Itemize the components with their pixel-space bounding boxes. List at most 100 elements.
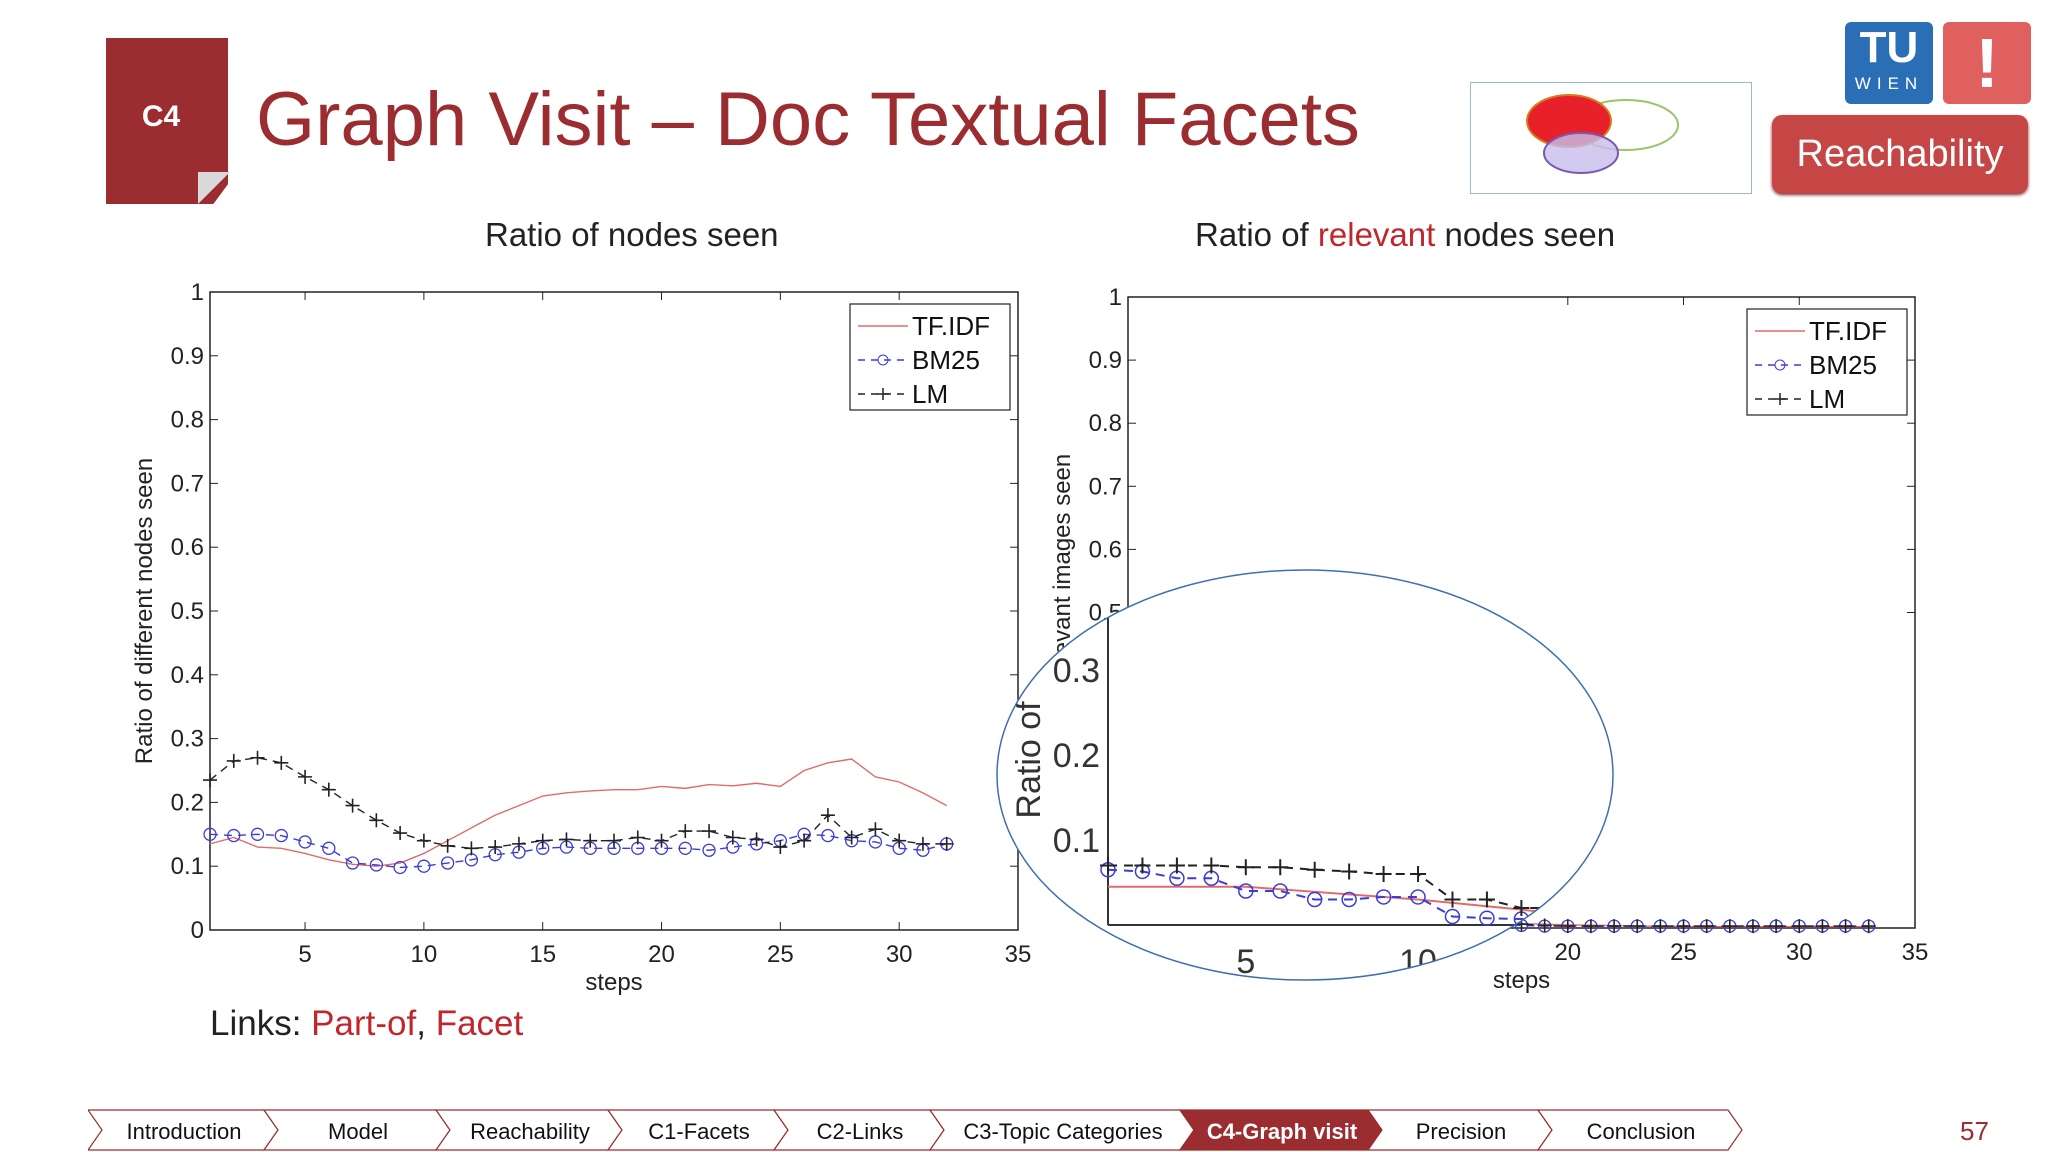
data-point — [1722, 919, 1737, 934]
data-point — [1537, 918, 1552, 933]
section-badge-label: C4 — [141, 100, 181, 133]
zoom-data-point — [1444, 908, 1461, 925]
legend-label: LM — [912, 379, 948, 409]
legend-label: LM — [1809, 384, 1845, 414]
zoom-data-point — [1478, 891, 1495, 908]
zoom-data-point — [1306, 891, 1323, 908]
x-tick-label: 30 — [886, 941, 913, 968]
y-tick-label: 0.7 — [171, 470, 204, 497]
tu-wien-logo: TU WIEN — [1845, 22, 1933, 104]
data-point — [488, 840, 503, 855]
zoom-data-point — [2030, 914, 2046, 930]
zoom-series-line — [1108, 885, 1613, 925]
data-point — [321, 782, 336, 797]
y-tick-label: 0.8 — [1089, 410, 1122, 437]
data-point — [464, 841, 479, 856]
nav-item-c4-graph-visit[interactable]: C4-Graph visit — [1178, 1109, 1383, 1151]
data-point — [1607, 919, 1622, 934]
data-point — [773, 840, 788, 855]
page-number: 57 — [1960, 1116, 1989, 1146]
exclamation-icon: ! — [1943, 22, 2031, 104]
nav-item-label: C2-Links — [817, 1119, 904, 1144]
data-point — [440, 838, 455, 853]
zoom-data-point — [1410, 866, 1427, 882]
data-point — [1815, 919, 1830, 934]
data-point — [298, 769, 313, 784]
zoom-y-tick-label: 0.2 — [1053, 737, 1100, 775]
zoom-y-tick-label: 0.3 — [1053, 652, 1100, 690]
data-point — [393, 826, 408, 841]
nav-item-label: C4-Graph visit — [1207, 1119, 1358, 1144]
zoom-data-point — [1513, 900, 1530, 916]
data-point — [203, 827, 217, 841]
legend-label: BM25 — [1809, 350, 1877, 380]
right-chart-subtitle: Ratio of relevant nodes seen — [1195, 216, 1615, 254]
zoom-bg — [997, 570, 1613, 980]
x-tick-label: 35 — [1902, 939, 1929, 966]
zoom-data-point — [1341, 863, 1358, 880]
zoom-data-point — [1479, 910, 1495, 926]
zoom-data-point — [1272, 859, 1289, 876]
series-line-TF.IDF — [209, 758, 948, 867]
data-point — [274, 755, 289, 770]
nav-item-c1-facets[interactable]: C1-Facets — [606, 1109, 789, 1151]
data-point — [369, 858, 384, 872]
data-point — [725, 830, 740, 845]
zoom-data-point — [1203, 857, 1220, 874]
legend-marker — [1774, 393, 1786, 405]
data-point — [1653, 919, 1668, 934]
y-axis-label: Ratio of different nodes seen — [131, 458, 158, 764]
reachability-button[interactable]: Reachability — [1772, 115, 2028, 193]
x-tick-label: 20 — [648, 941, 675, 968]
nav-item-label: Introduction — [127, 1119, 242, 1144]
nav-item-conclusion[interactable]: Conclusion — [1536, 1109, 1743, 1151]
y-tick-label: 0.6 — [171, 534, 204, 561]
data-point — [892, 833, 907, 848]
slide-title: Graph Visit – Doc Textual Facets — [256, 77, 1360, 162]
data-point — [345, 856, 360, 870]
nav-item-precision[interactable]: Precision — [1366, 1109, 1553, 1151]
x-tick-label: 25 — [767, 941, 794, 968]
data-point — [654, 833, 669, 848]
venn-icon — [1526, 94, 1679, 174]
data-point — [702, 824, 717, 839]
legend-label: TF.IDF — [912, 311, 990, 341]
zoom-ellipse-border — [996, 569, 1614, 981]
x-tick-label: 15 — [529, 941, 556, 968]
zoom-data-point — [1375, 866, 1392, 882]
data-point — [1792, 919, 1807, 934]
nav-item-introduction[interactable]: Introduction — [88, 1109, 279, 1151]
y-tick-label: 0 — [191, 917, 204, 944]
y-tick-label: 1 — [191, 279, 204, 306]
data-point — [440, 856, 455, 870]
zoom-data-point — [1134, 857, 1151, 874]
data-point — [678, 841, 692, 855]
data-point — [416, 833, 431, 848]
zoom-x-tick-label: 5 — [1236, 943, 1255, 981]
x-tick-label: 10 — [411, 941, 438, 968]
data-point — [915, 836, 930, 851]
nav-item-label: Reachability — [470, 1119, 590, 1144]
y-tick-label: 0.1 — [171, 853, 204, 880]
legend-box — [1746, 308, 1908, 416]
data-point — [1745, 919, 1760, 934]
left-chart: 00.10.20.30.40.50.60.70.80.915 10 15 20 25 30… — [131, 279, 1031, 996]
nav-item-c2-links[interactable]: C2-Links — [772, 1109, 945, 1151]
x-tick-label: 30 — [1786, 939, 1813, 966]
data-point — [227, 828, 241, 843]
data-point — [820, 808, 835, 823]
data-point — [511, 836, 526, 851]
nav-item-c3-topic-categories[interactable]: C3-Topic Categories — [928, 1109, 1195, 1151]
nav-item-model[interactable]: Model — [262, 1109, 451, 1151]
subtitle-post: nodes seen — [1435, 216, 1616, 253]
data-point — [535, 833, 550, 848]
zoom-data-point — [1306, 861, 1323, 878]
y-tick-label: 0.9 — [1089, 347, 1122, 374]
nav-item-reachability[interactable]: Reachability — [434, 1109, 623, 1151]
charts-canvas: 00.10.20.30.40.50.60.70.80.915 10 15 20 25 30… — [131, 279, 2046, 996]
series-line-BM25 — [209, 833, 947, 869]
x-tick-label: 5 — [298, 941, 311, 968]
data-point — [250, 750, 265, 765]
y-tick-label: 0.6 — [1089, 536, 1122, 563]
nav-chevron — [1536, 1109, 1743, 1151]
